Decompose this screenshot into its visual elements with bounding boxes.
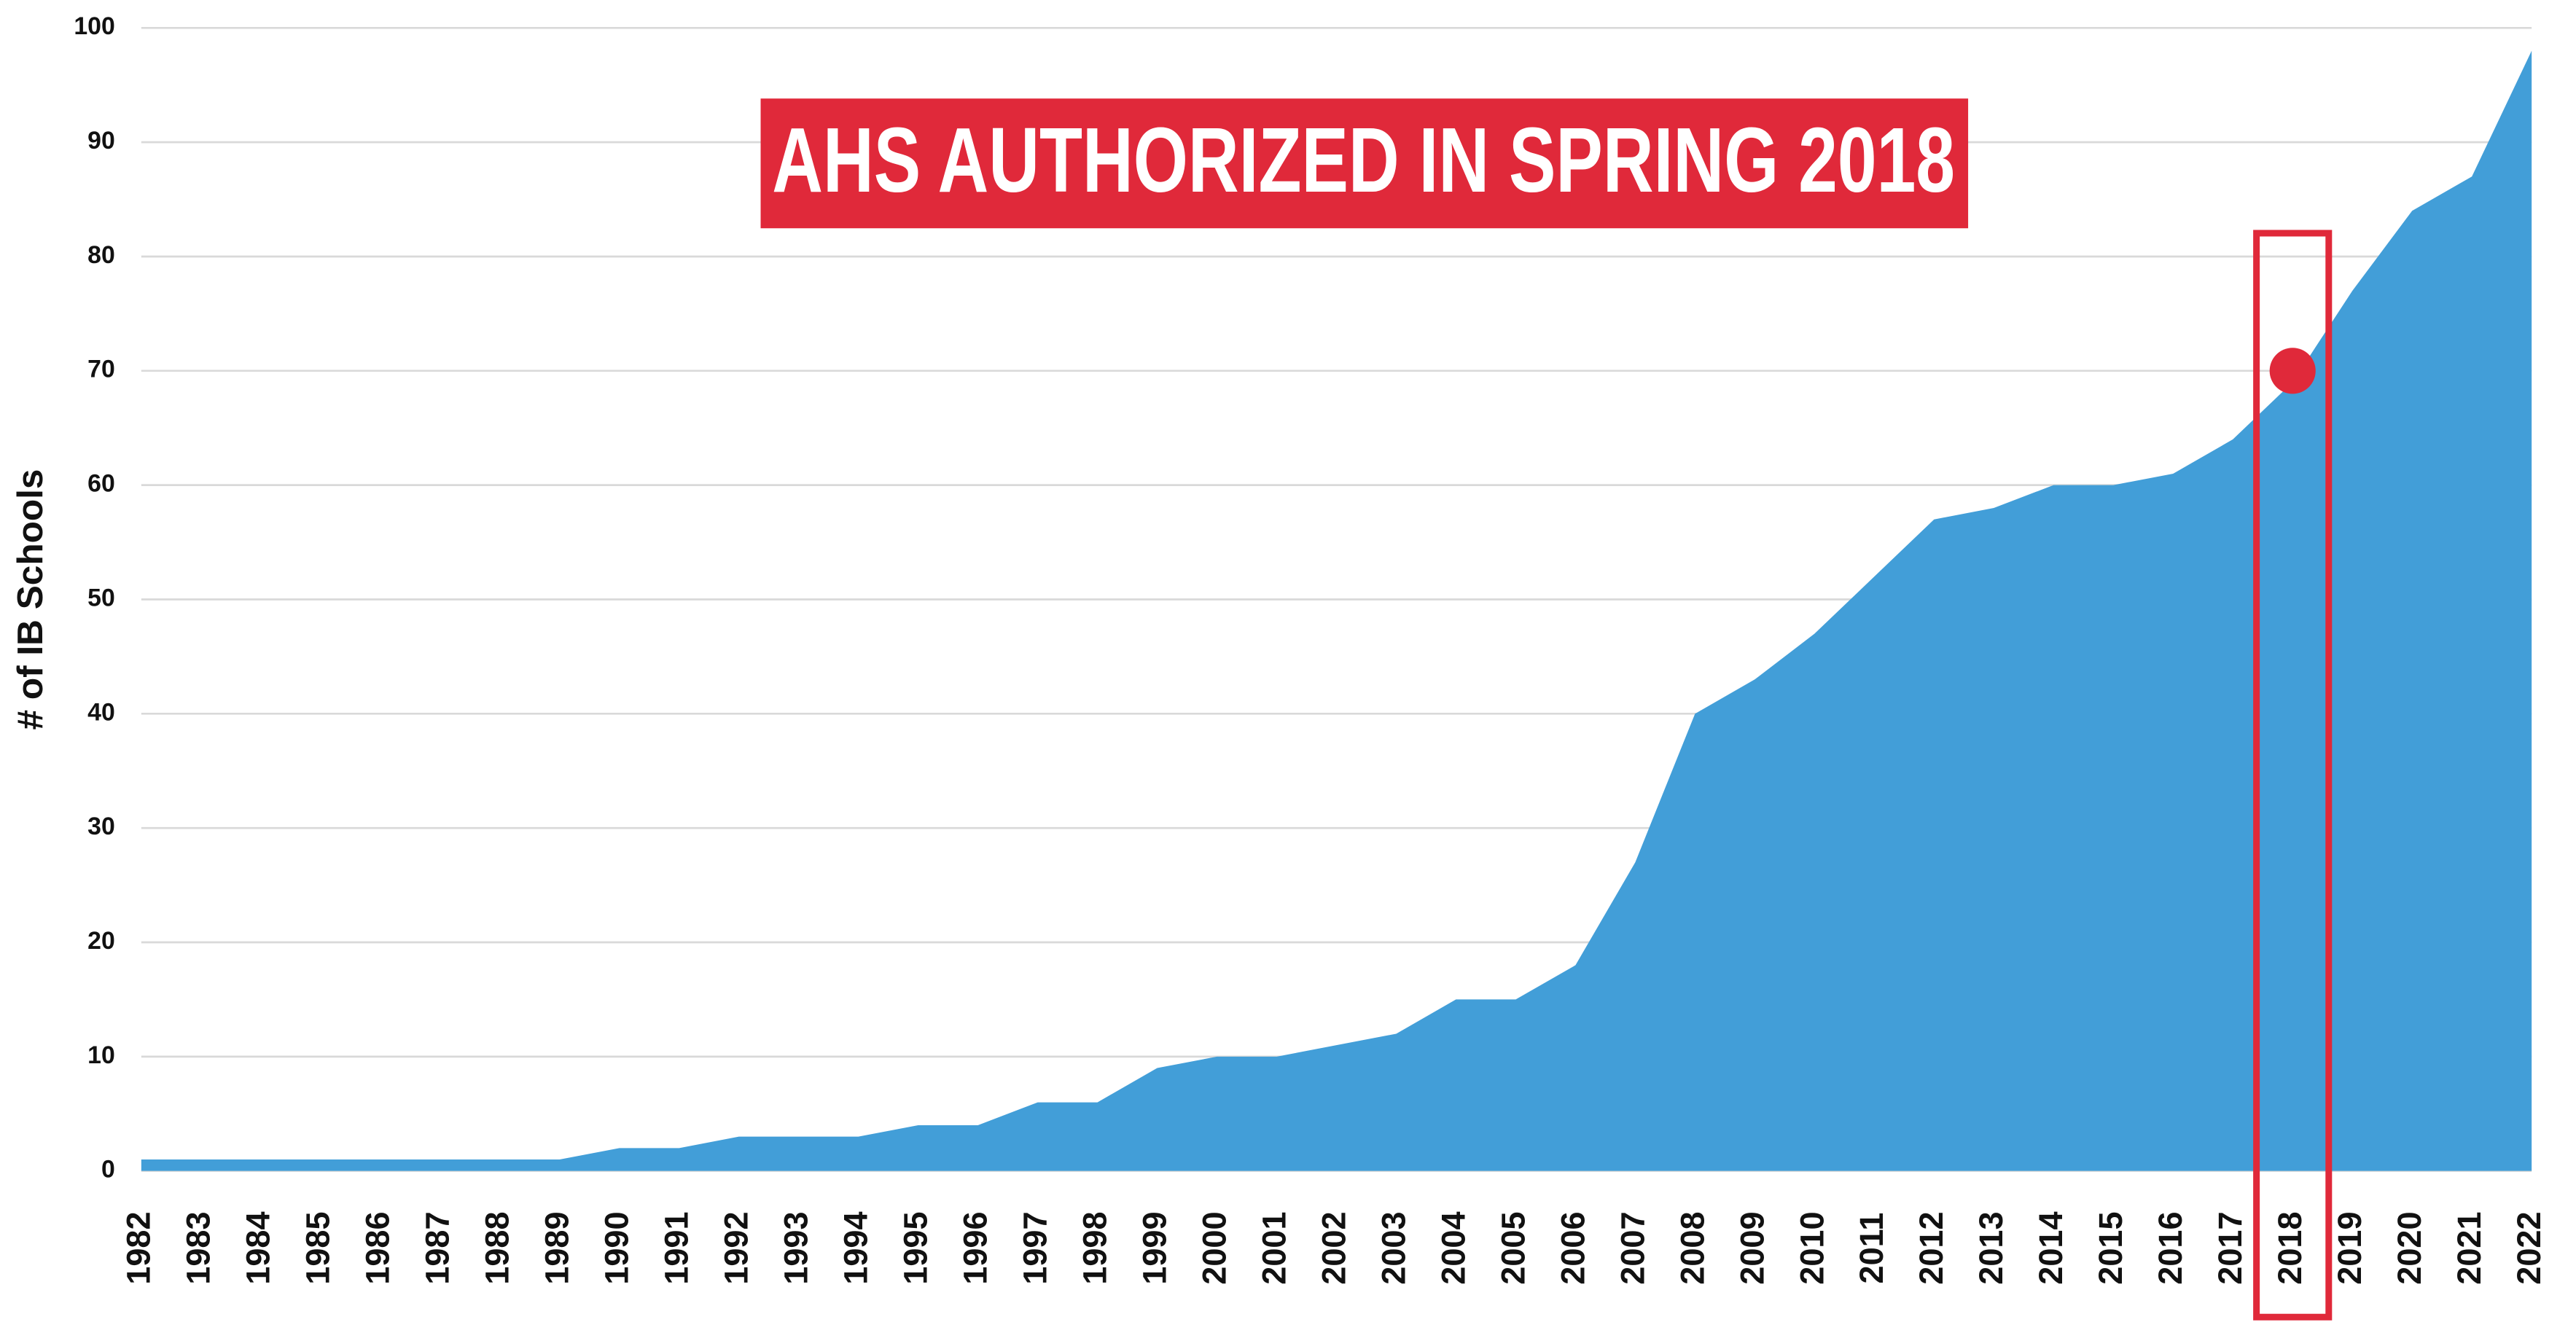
x-tick-label: 1996 <box>956 1211 994 1284</box>
x-tick-label: 2009 <box>1733 1211 1771 1284</box>
x-tick-label: 2011 <box>1853 1213 1890 1284</box>
x-tick-label: 2012 <box>1913 1211 1950 1284</box>
x-tick-label: 1982 <box>120 1211 157 1284</box>
x-tick-label: 2013 <box>1972 1211 2010 1284</box>
x-tick-label: 1983 <box>180 1211 217 1284</box>
annotation-box <box>760 98 1969 229</box>
x-tick-label: 2008 <box>1674 1211 1711 1284</box>
x-tick-label: 2016 <box>2152 1211 2189 1284</box>
x-tick-label: 2015 <box>2092 1211 2129 1284</box>
x-tick-label: 2006 <box>1554 1211 1591 1284</box>
y-tick-label: 40 <box>87 698 115 726</box>
x-tick-label: 1994 <box>838 1211 875 1284</box>
x-tick-label: 2000 <box>1195 1211 1233 1284</box>
x-tick-label: 1985 <box>300 1211 337 1284</box>
x-tick-label: 1986 <box>359 1211 397 1284</box>
x-tick-label: 1988 <box>479 1211 516 1284</box>
x-tick-label: 2020 <box>2391 1211 2428 1284</box>
x-tick-label: 2001 <box>1255 1211 1292 1284</box>
y-tick-label: 70 <box>87 356 115 383</box>
x-tick-label: 1987 <box>419 1211 456 1284</box>
x-tick-label: 2004 <box>1435 1211 1472 1284</box>
y-tick-label: 10 <box>87 1041 115 1069</box>
y-tick-label: 30 <box>87 813 115 840</box>
y-tick-label: 0 <box>101 1156 115 1184</box>
x-tick-label: 1993 <box>778 1211 815 1284</box>
x-tick-label: 1990 <box>598 1211 636 1284</box>
x-tick-label: 2002 <box>1315 1211 1352 1284</box>
x-tick-label: 2007 <box>1614 1211 1651 1284</box>
y-tick-label: 90 <box>87 127 115 155</box>
x-tick-label: 1995 <box>897 1211 934 1284</box>
y-tick-label: 80 <box>87 241 115 269</box>
x-tick-label: 1998 <box>1076 1211 1113 1284</box>
x-tick-label: 2018 <box>2271 1211 2308 1284</box>
area <box>141 50 2532 1171</box>
annotation: AHS AUTHORIZED IN SPRING 2018 <box>772 109 1955 211</box>
x-tick-label: 1997 <box>1016 1211 1053 1284</box>
x-tick-label: 1984 <box>240 1211 277 1284</box>
y-tick-label: 50 <box>87 584 115 611</box>
highlight-dot <box>2269 348 2316 394</box>
y-tick-label: 20 <box>87 927 115 955</box>
highlight-frame <box>2253 230 2333 1321</box>
y-axis-label: # of IB Schools <box>9 469 50 730</box>
x-tick-label: 2019 <box>2331 1211 2368 1284</box>
x-tick-label: 2021 <box>2451 1211 2488 1284</box>
x-tick-label: 2003 <box>1375 1211 1412 1284</box>
x-tick-label: 1999 <box>1136 1211 1173 1284</box>
x-tick-label: 1989 <box>539 1211 576 1284</box>
x-tick-label: 2010 <box>1793 1211 1830 1284</box>
x-tick-label: 2005 <box>1494 1211 1531 1284</box>
x-tick-label: 1992 <box>718 1211 755 1284</box>
x-tick-label: 1991 <box>658 1211 695 1284</box>
x-tick-label: 2014 <box>2032 1211 2069 1284</box>
y-tick-label: 60 <box>87 470 115 498</box>
x-tick-label: 2022 <box>2510 1211 2548 1284</box>
x-tick-label: 2017 <box>2212 1211 2249 1284</box>
y-tick-label: 100 <box>74 12 114 40</box>
